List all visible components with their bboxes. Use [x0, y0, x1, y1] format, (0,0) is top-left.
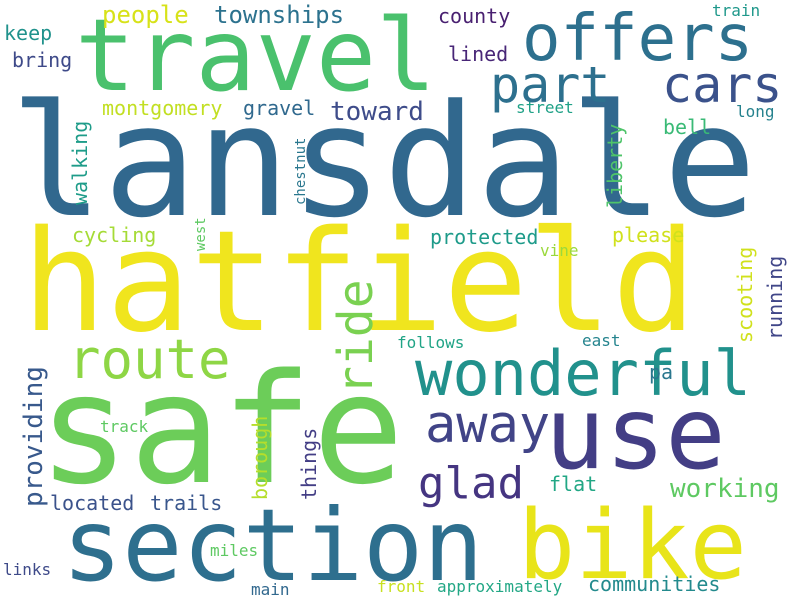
- word-borough: borough: [248, 416, 272, 500]
- word-travel: travel: [75, 0, 436, 114]
- word-chestnut: chestnut: [293, 138, 309, 205]
- word-toward: toward: [330, 97, 424, 127]
- word-communities: communities: [588, 572, 720, 596]
- word-offers: offers: [522, 2, 753, 76]
- word-route: route: [68, 328, 231, 391]
- word-flat: flat: [549, 472, 597, 496]
- word-lined: lined: [448, 42, 508, 66]
- word-townships: townships: [214, 1, 344, 29]
- word-county: county: [438, 4, 510, 28]
- word-ride: ride: [328, 279, 384, 395]
- word-wonderful: wonderful: [415, 337, 751, 410]
- word-please: please: [612, 223, 684, 247]
- word-follows: follows: [397, 333, 464, 352]
- word-scooting: scooting: [733, 247, 757, 343]
- word-bell: bell: [663, 115, 711, 139]
- word-hatfield: hatfield: [22, 201, 696, 364]
- word-west: west: [193, 217, 209, 251]
- word-vine: vine: [540, 241, 579, 260]
- word-east: east: [582, 331, 621, 350]
- word-cars: cars: [662, 56, 782, 114]
- word-away: away: [425, 395, 550, 455]
- word-pa: pa: [649, 360, 673, 384]
- word-gravel: gravel: [243, 96, 315, 120]
- word-protected: protected: [430, 225, 538, 249]
- word-walking: walking: [68, 121, 92, 205]
- word-cloud-words: lansdale hatfield safe travel use sectio…: [3, 0, 787, 600]
- word-main: main: [251, 580, 290, 599]
- word-track: track: [100, 417, 149, 436]
- word-trails: trails: [150, 491, 222, 515]
- word-located: located: [50, 491, 134, 515]
- word-part: part: [490, 56, 610, 114]
- word-long: long: [736, 102, 775, 121]
- word-glad: glad: [418, 458, 524, 509]
- word-things: things: [297, 428, 321, 500]
- word-cycling: cycling: [72, 223, 156, 247]
- word-running: running: [763, 256, 787, 340]
- word-bring: bring: [12, 48, 72, 72]
- word-approximately: approximately: [437, 577, 563, 596]
- word-working: working: [670, 474, 780, 504]
- word-montgomery: montgomery: [102, 96, 222, 120]
- word-liberty: liberty: [603, 124, 627, 208]
- word-safe: safe: [38, 341, 404, 518]
- word-people: people: [102, 1, 189, 29]
- word-miles: miles: [210, 541, 258, 560]
- word-bike: bike: [518, 491, 747, 600]
- word-keep: keep: [4, 21, 52, 45]
- word-section: section: [62, 487, 483, 600]
- word-providing: providing: [19, 366, 49, 507]
- word-front: front: [377, 577, 425, 596]
- word-street: street: [516, 98, 574, 117]
- word-lansdale: lansdale: [10, 71, 757, 252]
- word-links: links: [3, 560, 51, 579]
- word-use: use: [545, 375, 726, 492]
- word-train: train: [712, 1, 760, 20]
